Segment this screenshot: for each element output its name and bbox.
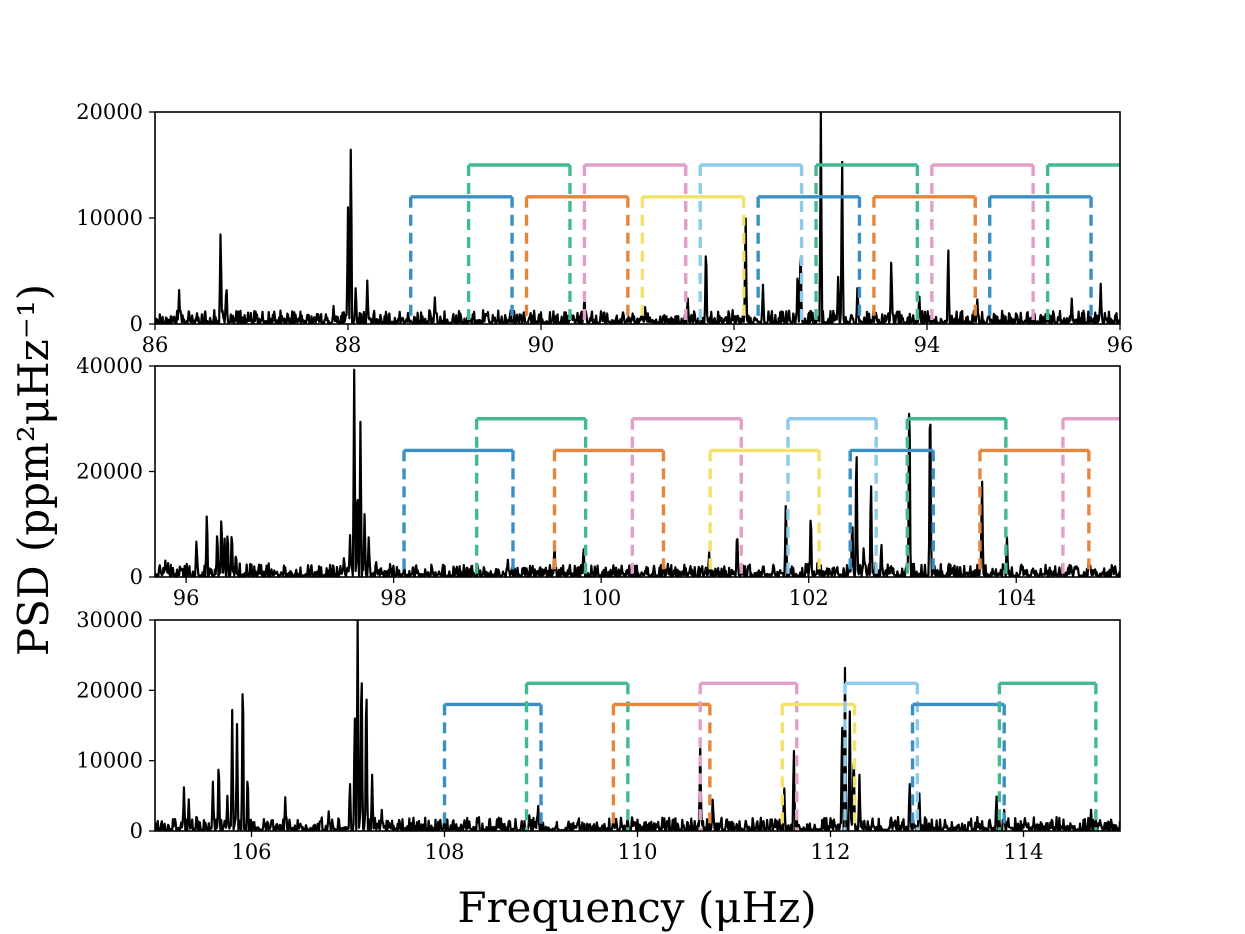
mode-bracket-yellow bbox=[780, 702, 857, 831]
x-tick-label: 94 bbox=[914, 333, 941, 357]
panel-1: 86 88 90 92 94 96 0 10000 20000 bbox=[76, 100, 1134, 357]
mode-bracket-pink bbox=[630, 417, 743, 577]
y-tick-label: 20000 bbox=[76, 460, 143, 484]
mode-bracket-pink bbox=[582, 163, 688, 324]
x-tick-label: 110 bbox=[617, 840, 657, 864]
y-tick-label: 20000 bbox=[76, 678, 143, 702]
psd-spectrum-line bbox=[155, 620, 1120, 831]
x-tick-label: 90 bbox=[528, 333, 555, 357]
x-tick-label: 102 bbox=[789, 586, 829, 610]
mode-bracket-orange bbox=[872, 195, 977, 324]
mode-bracket-blue bbox=[756, 195, 862, 324]
mode-bracket-green bbox=[466, 163, 572, 324]
mode-bracket-yellow bbox=[708, 448, 821, 577]
axes-frame bbox=[154, 619, 1121, 832]
mode-bracket-green bbox=[474, 417, 588, 577]
mode-bracket-green bbox=[814, 163, 920, 324]
mode-bracket-sky bbox=[786, 417, 878, 577]
y-tick-label: 0 bbox=[130, 819, 143, 843]
y-tick-label: 30000 bbox=[76, 608, 143, 632]
y-axis-label: PSD (ppm²μHz⁻¹) bbox=[9, 284, 58, 656]
x-tick-label: 92 bbox=[721, 333, 748, 357]
y-tick-label: 0 bbox=[130, 565, 143, 589]
psd-spectrum-line bbox=[155, 112, 1120, 324]
mode-bracket-green bbox=[1045, 163, 1120, 324]
mode-bracket-sky bbox=[843, 681, 920, 831]
y-tick-label: 10000 bbox=[76, 206, 143, 230]
panel-2: 96 98 100 102 104 0 20000 40000 bbox=[76, 354, 1121, 610]
mode-bracket-yellow bbox=[640, 195, 746, 324]
panels-group: 86 88 90 92 94 96 0 10000 20000 96 98 100 102 104 0 200… bbox=[76, 100, 1134, 864]
mode-bracket-pink bbox=[1061, 417, 1120, 577]
mode-bracket-green bbox=[997, 681, 1098, 831]
mode-bracket-blue bbox=[848, 448, 935, 577]
mode-bracket-blue bbox=[988, 195, 1093, 324]
x-tick-label: 112 bbox=[810, 840, 850, 864]
x-tick-label: 114 bbox=[1003, 840, 1043, 864]
mode-bracket-orange bbox=[552, 448, 666, 577]
x-tick-label: 104 bbox=[996, 586, 1036, 610]
x-tick-label: 108 bbox=[424, 840, 464, 864]
x-axis-label: Frequency (μHz) bbox=[457, 883, 816, 932]
mode-bracket-green bbox=[524, 681, 630, 831]
mode-bracket-blue bbox=[910, 702, 1006, 831]
y-tick-label: 40000 bbox=[76, 354, 143, 378]
mode-bracket-orange bbox=[524, 195, 630, 324]
axes-frame bbox=[154, 365, 1121, 578]
mode-bracket-sky bbox=[698, 163, 804, 324]
mode-bracket-orange bbox=[611, 702, 712, 831]
x-tick-label: 88 bbox=[335, 333, 362, 357]
x-tick-label: 100 bbox=[581, 586, 621, 610]
mode-bracket-pink bbox=[698, 681, 799, 831]
mode-bracket-pink bbox=[930, 163, 1035, 324]
mode-bracket-green bbox=[905, 417, 1008, 577]
y-tick-label: 20000 bbox=[76, 100, 143, 124]
x-tick-label: 106 bbox=[231, 840, 271, 864]
mode-bracket-blue bbox=[402, 448, 515, 577]
mode-bracket-orange bbox=[978, 448, 1091, 577]
x-tick-label: 86 bbox=[142, 333, 169, 357]
x-tick-label: 98 bbox=[380, 586, 407, 610]
x-tick-label: 96 bbox=[1107, 333, 1134, 357]
y-tick-label: 10000 bbox=[76, 749, 143, 773]
x-tick-label: 96 bbox=[173, 586, 200, 610]
mode-bracket-blue bbox=[409, 195, 514, 324]
psd-spectrum-line bbox=[155, 368, 1120, 577]
panel-3: 106 108 110 112 114 0 10000 20000 30000 bbox=[76, 608, 1121, 864]
y-tick-label: 0 bbox=[130, 312, 143, 336]
